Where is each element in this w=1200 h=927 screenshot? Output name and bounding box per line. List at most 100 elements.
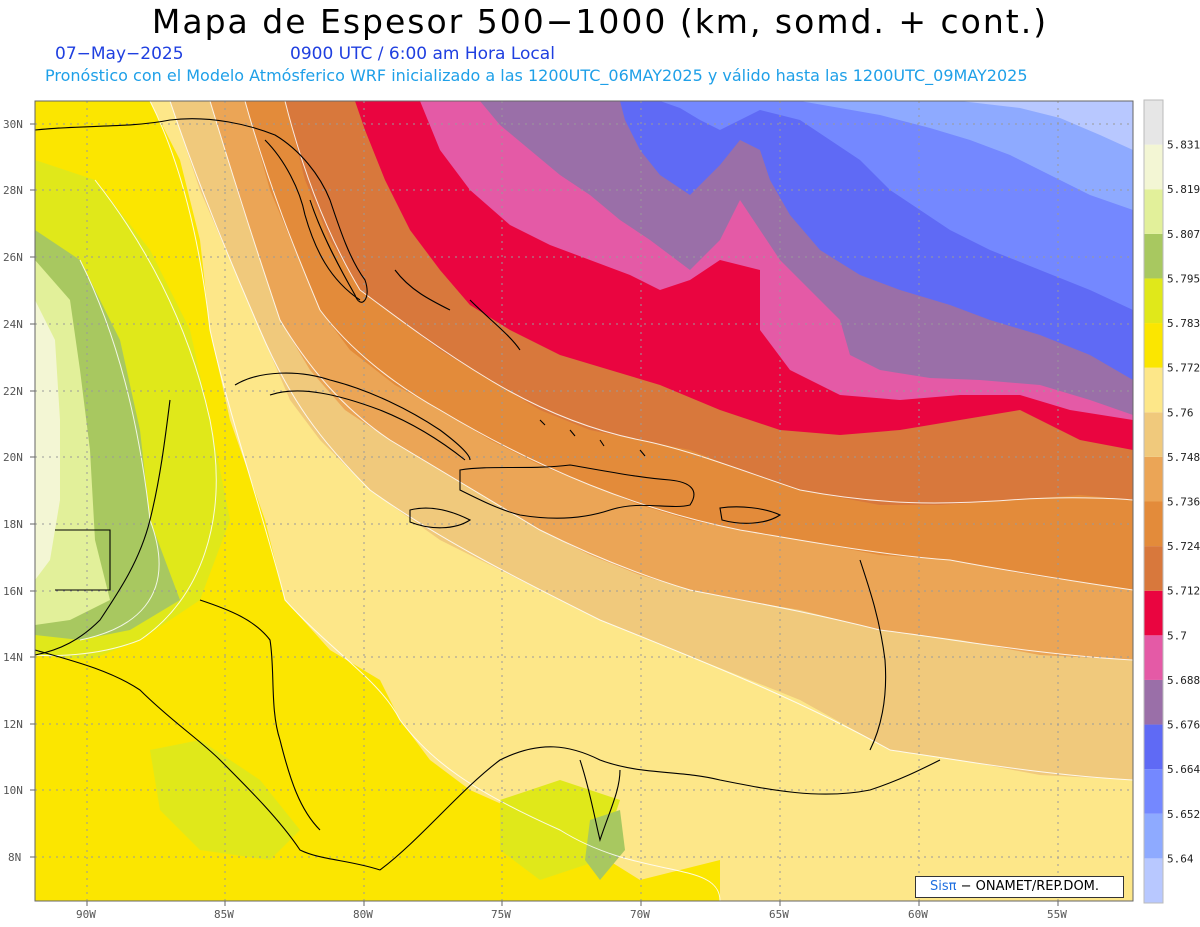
- lon-label: 80W: [353, 908, 373, 921]
- graticule: [35, 101, 1133, 901]
- colorbar-swatch: [1144, 858, 1163, 903]
- lat-label: 12N: [3, 718, 23, 731]
- contour-line: [284, 101, 1133, 504]
- colorbar-label: 5.736: [1167, 496, 1200, 509]
- south-america-coast: [379, 746, 941, 871]
- puerto-rico-coast: [719, 506, 782, 524]
- colorbar-label: 5.748: [1167, 451, 1200, 464]
- contour-line: [209, 101, 1133, 661]
- colorbar-label: 5.7: [1167, 629, 1187, 642]
- lon-label: 90W: [76, 908, 96, 921]
- colorbar-swatch: [1144, 412, 1163, 457]
- credit-org: − ONAMET/REP.DOM.: [960, 879, 1100, 894]
- colorbar-label: 5.664: [1167, 763, 1200, 776]
- lat-label: 20N: [3, 451, 23, 464]
- lesser-antilles: [859, 559, 887, 751]
- lat-label: 16N: [3, 585, 23, 598]
- colorbar-swatch: [1144, 769, 1163, 814]
- colorbar-swatch: [1144, 233, 1163, 279]
- latitude-labels: 30N 28N 26N 24N 22N 20N 18N 16N 14N 12N …: [3, 118, 23, 864]
- bahamas: [394, 269, 521, 351]
- model-description: Pronóstico con el Modelo Atmósferico WRF…: [45, 66, 1028, 85]
- lon-label: 85W: [214, 908, 234, 921]
- lat-label: 26N: [3, 251, 23, 264]
- colorbar-swatch: [1144, 278, 1163, 324]
- longitude-labels: 90W 85W 80W 75W 70W 65W 60W 55W: [76, 908, 1067, 921]
- maracaibo-coast: [579, 759, 621, 842]
- colorbar-swatch: [1144, 679, 1163, 725]
- lat-label: 10N: [3, 784, 23, 797]
- lat-label: 22N: [3, 385, 23, 398]
- colorbar: 5.64 5.652 5.664 5.676 5.688 5.7 5.712 5.724 5.7…: [1143, 99, 1200, 904]
- colorbar-swatch: [1144, 100, 1163, 145]
- cuba-south: [269, 390, 466, 461]
- lon-label: 75W: [491, 908, 511, 921]
- lon-label: 60W: [908, 908, 928, 921]
- contour-lines: [35, 101, 1133, 901]
- colorbar-swatch: [1144, 546, 1163, 591]
- lon-label: 65W: [769, 908, 789, 921]
- colorbar-label: 5.76: [1167, 406, 1194, 419]
- honduras-nicaragua-coast: [199, 599, 321, 831]
- colorbar-swatch: [1144, 367, 1163, 413]
- colorbar-label: 5.64: [1167, 852, 1194, 865]
- lon-label: 55W: [1047, 908, 1067, 921]
- colorbar-label: 5.795: [1167, 272, 1200, 285]
- lat-label: 18N: [3, 518, 23, 531]
- gulf-coast: [264, 139, 361, 301]
- forecast-time: 0900 UTC / 6:00 am Hora Local: [290, 44, 555, 64]
- frame-ticks: [30, 123, 1059, 906]
- map-title: Mapa de Espesor 500−1000 (km, somd. + co…: [151, 2, 1049, 41]
- colorbar-label: 5.772: [1167, 362, 1200, 375]
- lat-label: 8N: [8, 851, 21, 864]
- guatemala-border: [55, 529, 111, 591]
- colorbar-label: 5.783: [1167, 317, 1200, 330]
- contour-line: [79, 259, 160, 641]
- florida-coast: [35, 118, 368, 303]
- turks-caicos: [539, 419, 646, 457]
- colorbar-label: 5.819: [1167, 183, 1200, 196]
- lat-label: 30N: [3, 118, 23, 131]
- patch-green-south: [150, 740, 300, 860]
- coastlines: [35, 118, 941, 871]
- colorbar-label: 5.724: [1167, 540, 1200, 553]
- contour-line: [35, 179, 217, 657]
- sispi-logo: Sisπ: [930, 879, 957, 894]
- colorbar-frame: [1143, 99, 1164, 904]
- contour-line: [149, 101, 721, 901]
- colorbar-swatch: [1144, 323, 1163, 368]
- lat-label: 28N: [3, 184, 23, 197]
- colorbar-label: 5.688: [1167, 674, 1200, 687]
- colorbar-swatch: [1144, 144, 1163, 190]
- colorbar-swatch: [1144, 635, 1163, 680]
- central-america-coast: [35, 649, 381, 871]
- colorbar-swatch: [1144, 813, 1163, 859]
- colorbar-swatch: [1144, 501, 1163, 547]
- band-5640: [800, 101, 1133, 210]
- credit-box: Sisπ − ONAMET/REP.DOM.: [915, 876, 1124, 898]
- lon-label: 70W: [630, 908, 650, 921]
- yucatan-coast: [35, 399, 171, 656]
- colorbar-swatch: [1144, 724, 1163, 770]
- colorbar-label: 5.831: [1167, 139, 1200, 152]
- lat-label: 14N: [3, 651, 23, 664]
- hispaniola-coast: [459, 464, 695, 519]
- colorbar-swatch: [1144, 189, 1163, 234]
- thickness-fill: [35, 101, 1133, 901]
- colorbar-label: 5.676: [1167, 719, 1200, 732]
- cuba-coast: [234, 372, 471, 461]
- colorbar-label: 5.807: [1167, 228, 1200, 241]
- colorbar-swatch: [1144, 590, 1163, 636]
- band-5819: [35, 300, 60, 580]
- colorbar-label: 5.652: [1167, 808, 1200, 821]
- colorbar-label: 5.712: [1167, 585, 1200, 598]
- contour-line: [169, 101, 1133, 781]
- contour-line: [244, 101, 1133, 591]
- lat-label: 24N: [3, 318, 23, 331]
- colorbar-swatch: [1144, 456, 1163, 502]
- patch-green-dark: [585, 810, 625, 880]
- band-5628: [960, 101, 1133, 150]
- jamaica-coast: [409, 507, 472, 529]
- forecast-date: 07−May−2025: [55, 44, 184, 64]
